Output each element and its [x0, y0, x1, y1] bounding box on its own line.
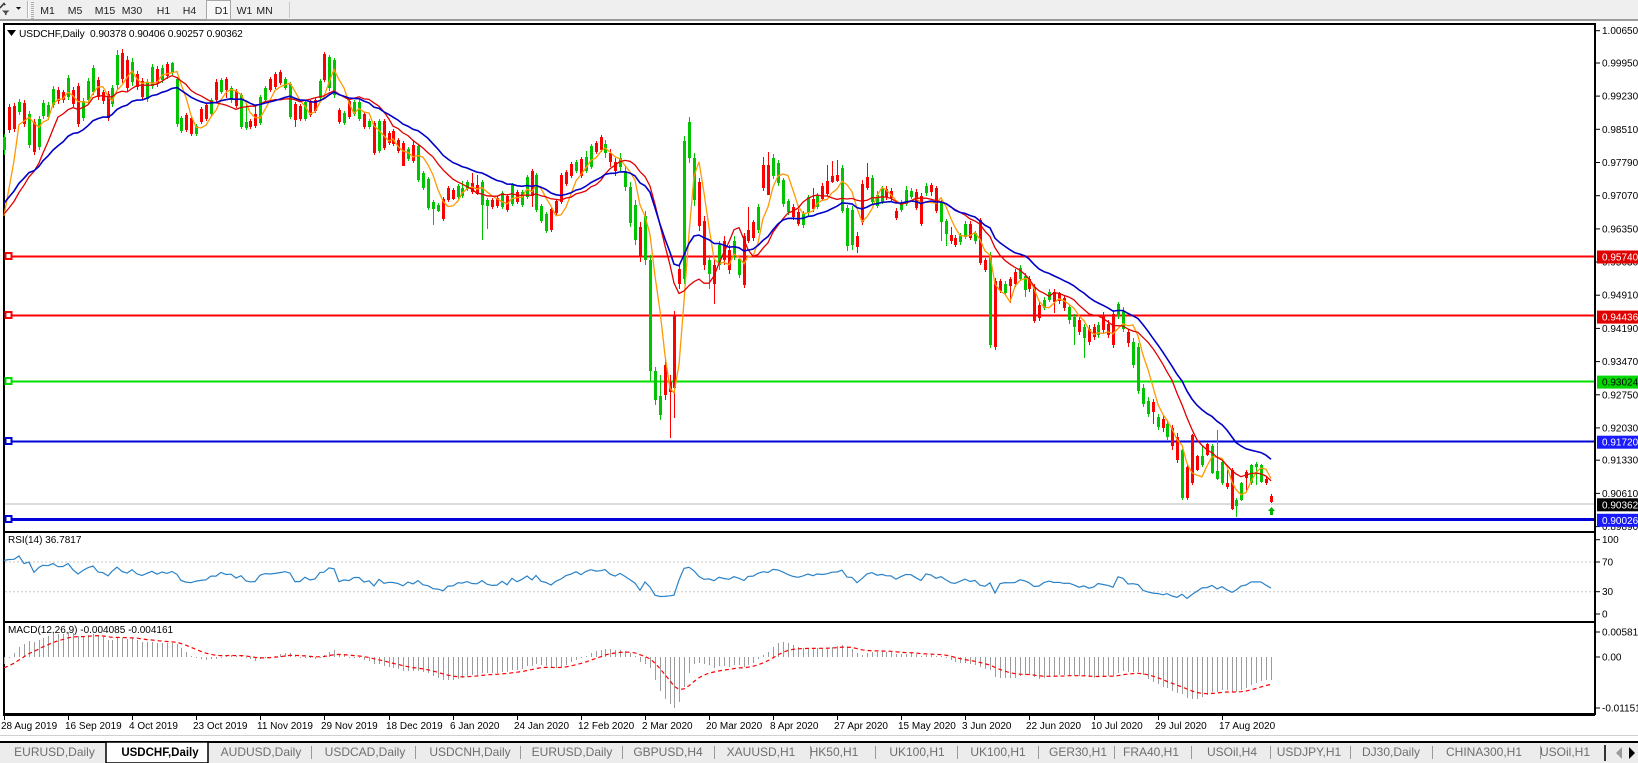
svg-text:0.92030: 0.92030 [1602, 423, 1638, 434]
svg-text:0.90026: 0.90026 [1602, 516, 1638, 527]
svg-text:11 Nov 2019: 11 Nov 2019 [257, 721, 313, 732]
svg-text:UK100,H1: UK100,H1 [889, 745, 945, 759]
svg-text:USOil,H1: USOil,H1 [1540, 745, 1590, 759]
svg-text:MACD(12,26,9) -0.004085 -0.004: MACD(12,26,9) -0.004085 -0.004161 [8, 625, 174, 636]
svg-text:FRA40,H1: FRA40,H1 [1123, 745, 1179, 759]
svg-text:0.89890: 0.89890 [1602, 522, 1638, 533]
svg-text:0.91330: 0.91330 [1602, 456, 1638, 467]
svg-text:0.92750: 0.92750 [1602, 390, 1638, 401]
svg-text:EURUSD,Daily: EURUSD,Daily [532, 745, 613, 759]
svg-text:16 Sep 2019: 16 Sep 2019 [65, 721, 122, 732]
svg-text:GER30,H1: GER30,H1 [1049, 745, 1107, 759]
svg-text:DJ30,Daily: DJ30,Daily [1362, 745, 1420, 759]
svg-text:0.99230: 0.99230 [1602, 92, 1638, 103]
svg-text:3 Jun 2020: 3 Jun 2020 [962, 721, 1012, 732]
svg-text:USDCHF,Daily: USDCHF,Daily [121, 747, 199, 759]
svg-text:2 Mar 2020: 2 Mar 2020 [642, 721, 693, 732]
svg-text:29 Nov 2019: 29 Nov 2019 [321, 721, 378, 732]
svg-text:UK100,H1: UK100,H1 [970, 745, 1026, 759]
svg-text:USDCHF,Daily 0.90378 0.90406: USDCHF,Daily 0.90378 0.90406 0.90257 0.9… [19, 29, 243, 40]
svg-text:0.00: 0.00 [1602, 653, 1622, 664]
svg-text:0.98510: 0.98510 [1602, 125, 1638, 136]
svg-text:0.97790: 0.97790 [1602, 158, 1638, 169]
svg-text:H1: H1 [157, 5, 171, 17]
svg-text:1.00650: 1.00650 [1602, 26, 1638, 37]
svg-text:0.90362: 0.90362 [1602, 500, 1638, 511]
svg-text:6 Jan 2020: 6 Jan 2020 [450, 721, 500, 732]
svg-text:0.96350: 0.96350 [1602, 224, 1638, 235]
svg-text:XAUUSD,H1: XAUUSD,H1 [727, 745, 796, 759]
svg-text:EURUSD,Daily: EURUSD,Daily [14, 745, 95, 759]
svg-text:10 Jul 2020: 10 Jul 2020 [1091, 721, 1143, 732]
svg-text:8 Apr 2020: 8 Apr 2020 [770, 721, 819, 732]
svg-text:M5: M5 [68, 5, 83, 17]
svg-text:-0.011514: -0.011514 [1602, 704, 1638, 715]
svg-text:CHINA300,H1: CHINA300,H1 [1446, 745, 1522, 759]
svg-text:M15: M15 [95, 5, 116, 17]
svg-text:HK50,H1: HK50,H1 [810, 745, 859, 759]
svg-text:H4: H4 [183, 5, 197, 17]
svg-text:100: 100 [1602, 535, 1619, 546]
svg-text:27 Apr 2020: 27 Apr 2020 [834, 721, 888, 732]
svg-text:30: 30 [1602, 587, 1614, 598]
svg-text:W1: W1 [237, 5, 253, 17]
svg-text:70: 70 [1602, 558, 1614, 569]
svg-text:0.95740: 0.95740 [1602, 253, 1638, 264]
svg-text:0: 0 [1602, 610, 1608, 621]
svg-text:28 Aug 2019: 28 Aug 2019 [1, 721, 58, 732]
svg-text:12 Feb 2020: 12 Feb 2020 [578, 721, 635, 732]
svg-text:23 Oct 2019: 23 Oct 2019 [193, 721, 248, 732]
svg-text:0.91720: 0.91720 [1602, 438, 1638, 449]
svg-text:29 Jul 2020: 29 Jul 2020 [1155, 721, 1207, 732]
svg-text:M30: M30 [122, 5, 143, 17]
svg-text:18 Dec 2019: 18 Dec 2019 [386, 721, 443, 732]
svg-text:USDCAD,Daily: USDCAD,Daily [325, 745, 406, 759]
svg-text:24 Jan 2020: 24 Jan 2020 [514, 721, 569, 732]
svg-text:0.93024: 0.93024 [1602, 378, 1638, 389]
svg-text:USDCNH,Daily: USDCNH,Daily [429, 745, 510, 759]
svg-text:0.94190: 0.94190 [1602, 324, 1638, 335]
svg-text:0.94436: 0.94436 [1602, 313, 1638, 324]
svg-text:0.99950: 0.99950 [1602, 59, 1638, 70]
svg-text:15 May 2020: 15 May 2020 [898, 721, 956, 732]
svg-text:0.97070: 0.97070 [1602, 191, 1638, 202]
svg-text:17 Aug 2020: 17 Aug 2020 [1219, 721, 1276, 732]
svg-text:0.005818: 0.005818 [1602, 628, 1638, 639]
svg-text:0.93470: 0.93470 [1602, 357, 1638, 368]
svg-text:0.94910: 0.94910 [1602, 291, 1638, 302]
svg-text:GBPUSD,H4: GBPUSD,H4 [633, 745, 703, 759]
svg-text:20 Mar 2020: 20 Mar 2020 [706, 721, 763, 732]
svg-text:USOil,H4: USOil,H4 [1207, 745, 1257, 759]
svg-text:0.90610: 0.90610 [1602, 489, 1638, 500]
svg-text:RSI(14) 36.7817: RSI(14) 36.7817 [8, 535, 82, 546]
svg-text:4 Oct 2019: 4 Oct 2019 [129, 721, 178, 732]
svg-text:AUDUSD,Daily: AUDUSD,Daily [221, 745, 302, 759]
svg-text:22 Jun 2020: 22 Jun 2020 [1026, 721, 1081, 732]
svg-text:USDJPY,H1: USDJPY,H1 [1277, 745, 1342, 759]
svg-text:M1: M1 [40, 5, 55, 17]
svg-text:D1: D1 [215, 5, 229, 17]
svg-text:MN: MN [256, 5, 272, 17]
